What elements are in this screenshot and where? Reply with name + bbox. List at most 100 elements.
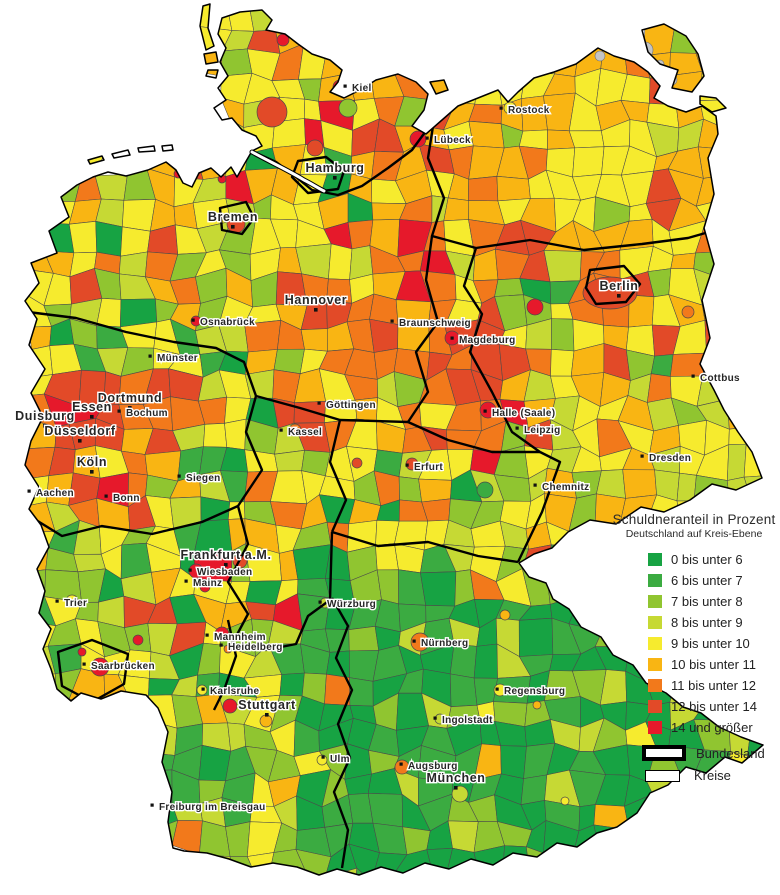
city-marker [433,716,437,720]
city-marker [90,415,94,419]
city-label: Stuttgart [238,698,296,712]
kreise-key-label: Kreise [694,768,731,783]
city-marker [128,406,132,410]
city-marker [454,786,458,790]
legend-label: 8 bis unter 9 [671,615,743,630]
city-label: Kassel [288,427,322,438]
city-label: Essen [72,400,112,414]
city-marker [515,426,519,430]
legend-items: 0 bis unter 6 6 bis unter 7 7 bis unter 8 8… [608,549,780,738]
city-marker [390,319,394,323]
city-marker [78,439,82,443]
city-label: Lübeck [434,135,471,146]
city-marker [90,470,94,474]
city-marker [184,579,188,583]
city-marker [265,713,269,717]
city-label: Mainz [193,578,222,589]
city-marker [43,424,47,428]
city-marker [412,639,416,643]
city-label: Würzburg [327,599,376,610]
legend-swatch [648,595,662,608]
city-marker [321,755,325,759]
city-marker [104,494,108,498]
city-marker [224,563,228,567]
city-label: Dresden [649,453,691,464]
legend-subtitle: Deutschland auf Kreis-Ebene [625,528,763,540]
city-marker [177,474,181,478]
legend-swatch [648,637,662,650]
city-label: Heidelberg [228,642,283,653]
city-marker [205,633,209,637]
city-label: Braunschweig [399,318,471,329]
city-label: Ingolstadt [442,715,493,726]
city-label: Münster [157,353,198,364]
city-marker [495,687,499,691]
kreis-border-swatch [645,769,680,782]
city-label: Aachen [36,488,74,499]
city-label: Rostock [508,105,550,116]
legend-label: 10 bis unter 11 [671,657,757,672]
city-label: Saarbrücken [91,661,155,672]
city-marker [188,568,192,572]
city-label: Göttingen [326,400,376,411]
city-label: Mannheim [214,632,266,643]
legend-item: 8 bis unter 9 [648,612,780,633]
legend-label: 9 bis unter 10 [671,636,750,651]
city-label: Frankfurt a.M. [180,548,271,562]
bundesland-key-label: Bundesland [696,745,765,761]
city-label: Köln [77,455,107,469]
bundesland-borders [27,119,717,869]
legend-swatch [648,553,662,566]
city-marker [533,483,537,487]
city-label: Halle (Saale) [492,408,555,419]
city-label: Bonn [113,493,140,504]
legend-swatch [648,658,662,671]
city-label: Ulm [330,754,350,765]
city-marker [617,294,621,298]
city-label: Nürnberg [421,638,468,649]
city-label: Chemnitz [542,482,589,493]
legend-swatch [648,721,662,734]
city-marker [279,428,283,432]
city-label: Augsburg [408,761,458,772]
legend-swatch [648,700,662,713]
city-marker [405,463,409,467]
legend-item: 12 bis unter 14 [648,696,780,717]
legend-label: 11 bis unter 12 [671,678,757,693]
city-label: Erfurt [414,462,443,473]
city-label: Leipzig [524,425,561,436]
bundesland-border-swatch [642,745,686,761]
city-marker [191,318,195,322]
legend-swatch [648,574,662,587]
city-marker [640,454,644,458]
city-label: Dortmund [98,391,163,405]
city-label: Karlsruhe [210,686,260,697]
city-marker [399,762,403,766]
city-label: Bremen [208,210,258,224]
legend-item: 11 bis unter 12 [648,675,780,696]
city-marker [318,600,322,604]
legend-title: Schuldneranteil in Prozent [612,512,776,527]
city-marker [425,136,429,140]
city-label: Hamburg [305,161,364,175]
legend-item: 9 bis unter 10 [648,633,780,654]
city-label: Osnabrück [200,317,255,328]
legend-item: 6 bis unter 7 [648,570,780,591]
city-label: Hannover [285,293,347,307]
city-label: Freiburg im Breisgau [159,802,266,813]
city-label: Trier [64,598,87,609]
city-marker [483,409,487,413]
legend-label: 14 und größer [671,720,753,735]
city-label: Berlin [599,279,638,293]
legend-item: 7 bis unter 8 [648,591,780,612]
legend-swatch [648,679,662,692]
city-label: München [426,771,485,785]
legend-item: 10 bis unter 11 [648,654,780,675]
map-outline-key: Bundesland Kreise [642,745,780,790]
city-label: Duisburg [15,409,75,423]
city-label: Kiel [352,83,372,94]
city-marker [148,354,152,358]
city-marker [219,643,223,647]
